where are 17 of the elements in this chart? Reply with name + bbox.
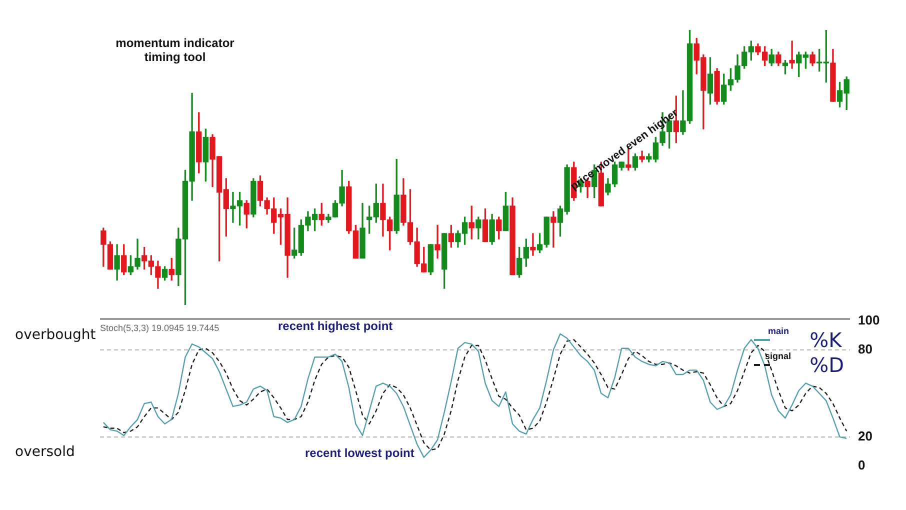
annotation: momentum indicator timing tool <box>114 36 236 64</box>
legend-label: %K <box>810 328 842 352</box>
annotation: recent highest point <box>278 319 393 333</box>
legend-label: %D <box>810 353 844 378</box>
candlestick <box>530 233 536 256</box>
chart-subtitle: Stoch(5,3,3) 19.0945 19.7445 <box>100 322 220 333</box>
candlestick <box>789 40 795 69</box>
y-tick-label: 20 <box>858 428 872 444</box>
ref-line-label: overbought <box>15 326 96 343</box>
y-tick-label: 100 <box>858 312 880 328</box>
candlestick <box>434 224 440 259</box>
y-tick-label: 80 <box>858 341 872 356</box>
y-tick-label: 0 <box>858 458 866 473</box>
annotation: signal <box>765 351 792 361</box>
ref-line-label: oversold <box>15 444 75 460</box>
annotation: main <box>768 326 790 336</box>
annotation: recent lowest point <box>305 446 414 460</box>
